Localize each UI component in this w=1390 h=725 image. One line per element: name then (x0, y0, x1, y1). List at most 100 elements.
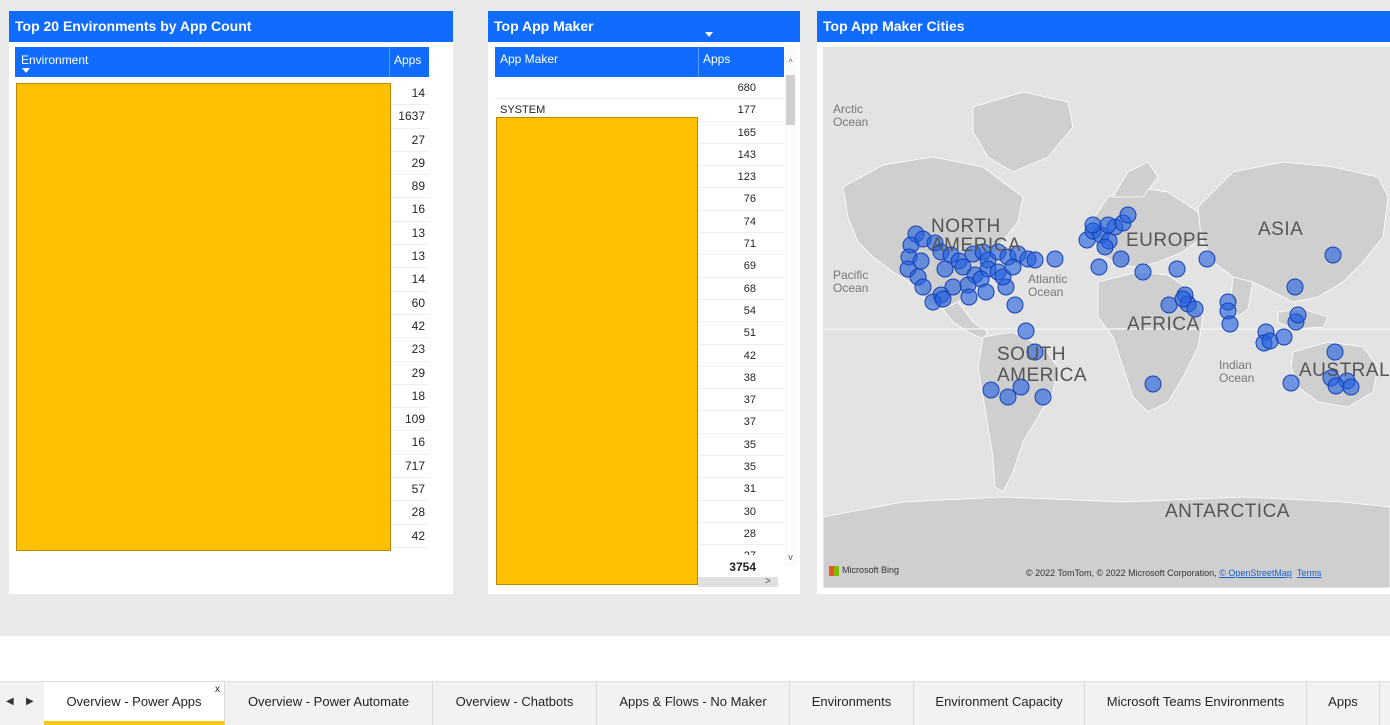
apps-cell: 68 (743, 282, 756, 295)
city-bubble[interactable] (934, 290, 952, 308)
table-row[interactable]: 27 (495, 545, 784, 555)
previous-page-icon[interactable]: ◀ (6, 696, 14, 707)
sort-descending-icon[interactable] (22, 68, 30, 73)
page-tab-label: Overview - Chatbots (455, 694, 574, 709)
close-tab-icon[interactable]: x (215, 684, 220, 695)
column-divider[interactable] (389, 47, 390, 77)
city-bubble[interactable] (1090, 258, 1108, 276)
apps-cell: 51 (743, 327, 756, 340)
environment-apps-cell: 60 (391, 292, 429, 315)
city-bubble[interactable] (1282, 374, 1300, 392)
city-bubble[interactable] (1026, 343, 1044, 361)
city-bubble[interactable] (960, 288, 978, 306)
table-row[interactable]: 680 (495, 77, 784, 100)
cities-map-title: Top App Maker Cities (817, 11, 1390, 42)
app-maker-cell: SYSTEM (500, 104, 546, 117)
city-bubble[interactable] (982, 381, 1000, 399)
cities-map-visual[interactable]: Top App Maker Cities (817, 11, 1390, 594)
page-tab[interactable]: Overview - Chatbots (433, 682, 597, 725)
city-bubble[interactable] (1096, 238, 1114, 256)
label-pacific-ocean: Pacific Ocean (833, 268, 869, 295)
vertical-scrollbar[interactable]: ^ v (785, 47, 796, 567)
environment-apps-cell: 16 (391, 431, 429, 455)
city-bubble[interactable] (1342, 378, 1360, 396)
page-tab[interactable]: Apps (1307, 682, 1380, 725)
city-bubble[interactable] (1134, 263, 1152, 281)
label-north-america: NORTH AMERICA (931, 216, 1022, 256)
environment-apps-cell: 42 (391, 525, 429, 548)
page-tab[interactable]: Overview - Power Apps x (44, 682, 225, 725)
city-bubble[interactable] (1144, 375, 1162, 393)
scroll-right-icon[interactable]: > (765, 576, 771, 587)
city-bubble[interactable] (1289, 306, 1307, 324)
city-bubble[interactable] (1006, 296, 1024, 314)
scroll-up-icon[interactable]: ^ (788, 57, 793, 67)
city-bubble[interactable] (1112, 250, 1130, 268)
city-bubble[interactable] (954, 258, 972, 276)
page-tab-label: Apps (1328, 694, 1358, 709)
city-bubble[interactable] (999, 388, 1017, 406)
environment-apps-cell: 23 (391, 338, 429, 362)
city-bubble[interactable] (936, 260, 954, 278)
apps-total: 3754 (729, 560, 756, 574)
city-bubble[interactable] (1017, 322, 1035, 340)
city-bubble[interactable] (1119, 206, 1137, 224)
column-header-app-maker[interactable]: App Maker (500, 52, 559, 66)
city-bubble[interactable] (944, 278, 962, 296)
column-divider[interactable] (698, 47, 699, 77)
page-tab-label: Apps & Flows - No Maker (619, 694, 767, 709)
next-page-icon[interactable]: ▶ (26, 696, 34, 707)
city-bubble[interactable] (1326, 343, 1344, 361)
environment-apps-cell: 57 (391, 478, 429, 502)
city-bubble[interactable] (912, 252, 930, 270)
page-tab[interactable]: Environment Capacity (914, 682, 1085, 725)
page-tab[interactable]: Overview - Power Automate (225, 682, 433, 725)
environments-table-visual[interactable]: Top 20 Environments by App Count Environ… (9, 11, 453, 594)
page-tab-label: Environments (811, 694, 892, 709)
column-header-apps[interactable]: Apps (394, 53, 422, 67)
city-bubble[interactable] (914, 278, 932, 296)
city-bubble[interactable] (1168, 260, 1186, 278)
city-bubble[interactable] (1004, 258, 1022, 276)
apps-cell: 42 (743, 349, 756, 362)
label-arctic-ocean: Arctic Ocean (833, 102, 869, 129)
city-bubble[interactable] (1286, 278, 1304, 296)
bing-attribution: Microsoft Bing (829, 565, 899, 576)
apps-cell: 38 (743, 371, 756, 384)
page-tab[interactable]: Microsoft Teams Environments (1085, 682, 1307, 725)
map-copyright: © 2022 TomTom, © 2022 Microsoft Corporat… (1026, 568, 1322, 578)
apps-cell: 35 (743, 438, 756, 451)
city-bubble[interactable] (977, 283, 995, 301)
city-bubble[interactable] (1261, 332, 1279, 350)
city-bubble[interactable] (1026, 251, 1044, 269)
apps-cell: 123 (737, 171, 756, 184)
city-bubble[interactable] (1160, 296, 1178, 314)
column-header-apps[interactable]: Apps (703, 52, 731, 66)
openstreetmap-link[interactable]: © OpenStreetMap (1219, 568, 1292, 578)
label-asia: ASIA (1258, 219, 1304, 240)
microsoft-logo-icon (829, 565, 839, 576)
scroll-thumb[interactable] (786, 75, 795, 125)
city-bubble[interactable] (1034, 388, 1052, 406)
terms-link[interactable]: Terms (1296, 568, 1322, 578)
city-bubble[interactable] (1186, 300, 1204, 318)
environment-apps-cell: 14 (391, 82, 429, 106)
apps-cell: 76 (743, 193, 756, 206)
city-bubble[interactable] (1275, 328, 1293, 346)
environment-apps-cell: 89 (391, 175, 429, 199)
city-bubble[interactable] (1221, 315, 1239, 333)
city-bubble[interactable] (1198, 250, 1216, 268)
city-bubble[interactable] (1099, 216, 1117, 234)
page-tab[interactable]: Apps & Flows - No Maker (597, 682, 790, 725)
world-map[interactable]: Arctic Ocean Pacific Ocean Atlantic Ocean I… (823, 47, 1390, 588)
city-bubble[interactable] (1012, 378, 1030, 396)
city-bubble[interactable] (1084, 216, 1102, 234)
city-bubble[interactable] (1046, 250, 1064, 268)
sort-descending-icon[interactable] (705, 32, 713, 37)
scroll-down-icon[interactable]: v (788, 552, 793, 562)
app-maker-table-visual[interactable]: Top App Maker App Maker Apps 680 SYSTEM 17… (488, 11, 800, 594)
city-bubble[interactable] (1324, 246, 1342, 264)
page-tab[interactable]: Environments (790, 682, 914, 725)
horizontal-scrollbar[interactable] (698, 577, 778, 587)
column-header-environment[interactable]: Environment (21, 53, 89, 67)
